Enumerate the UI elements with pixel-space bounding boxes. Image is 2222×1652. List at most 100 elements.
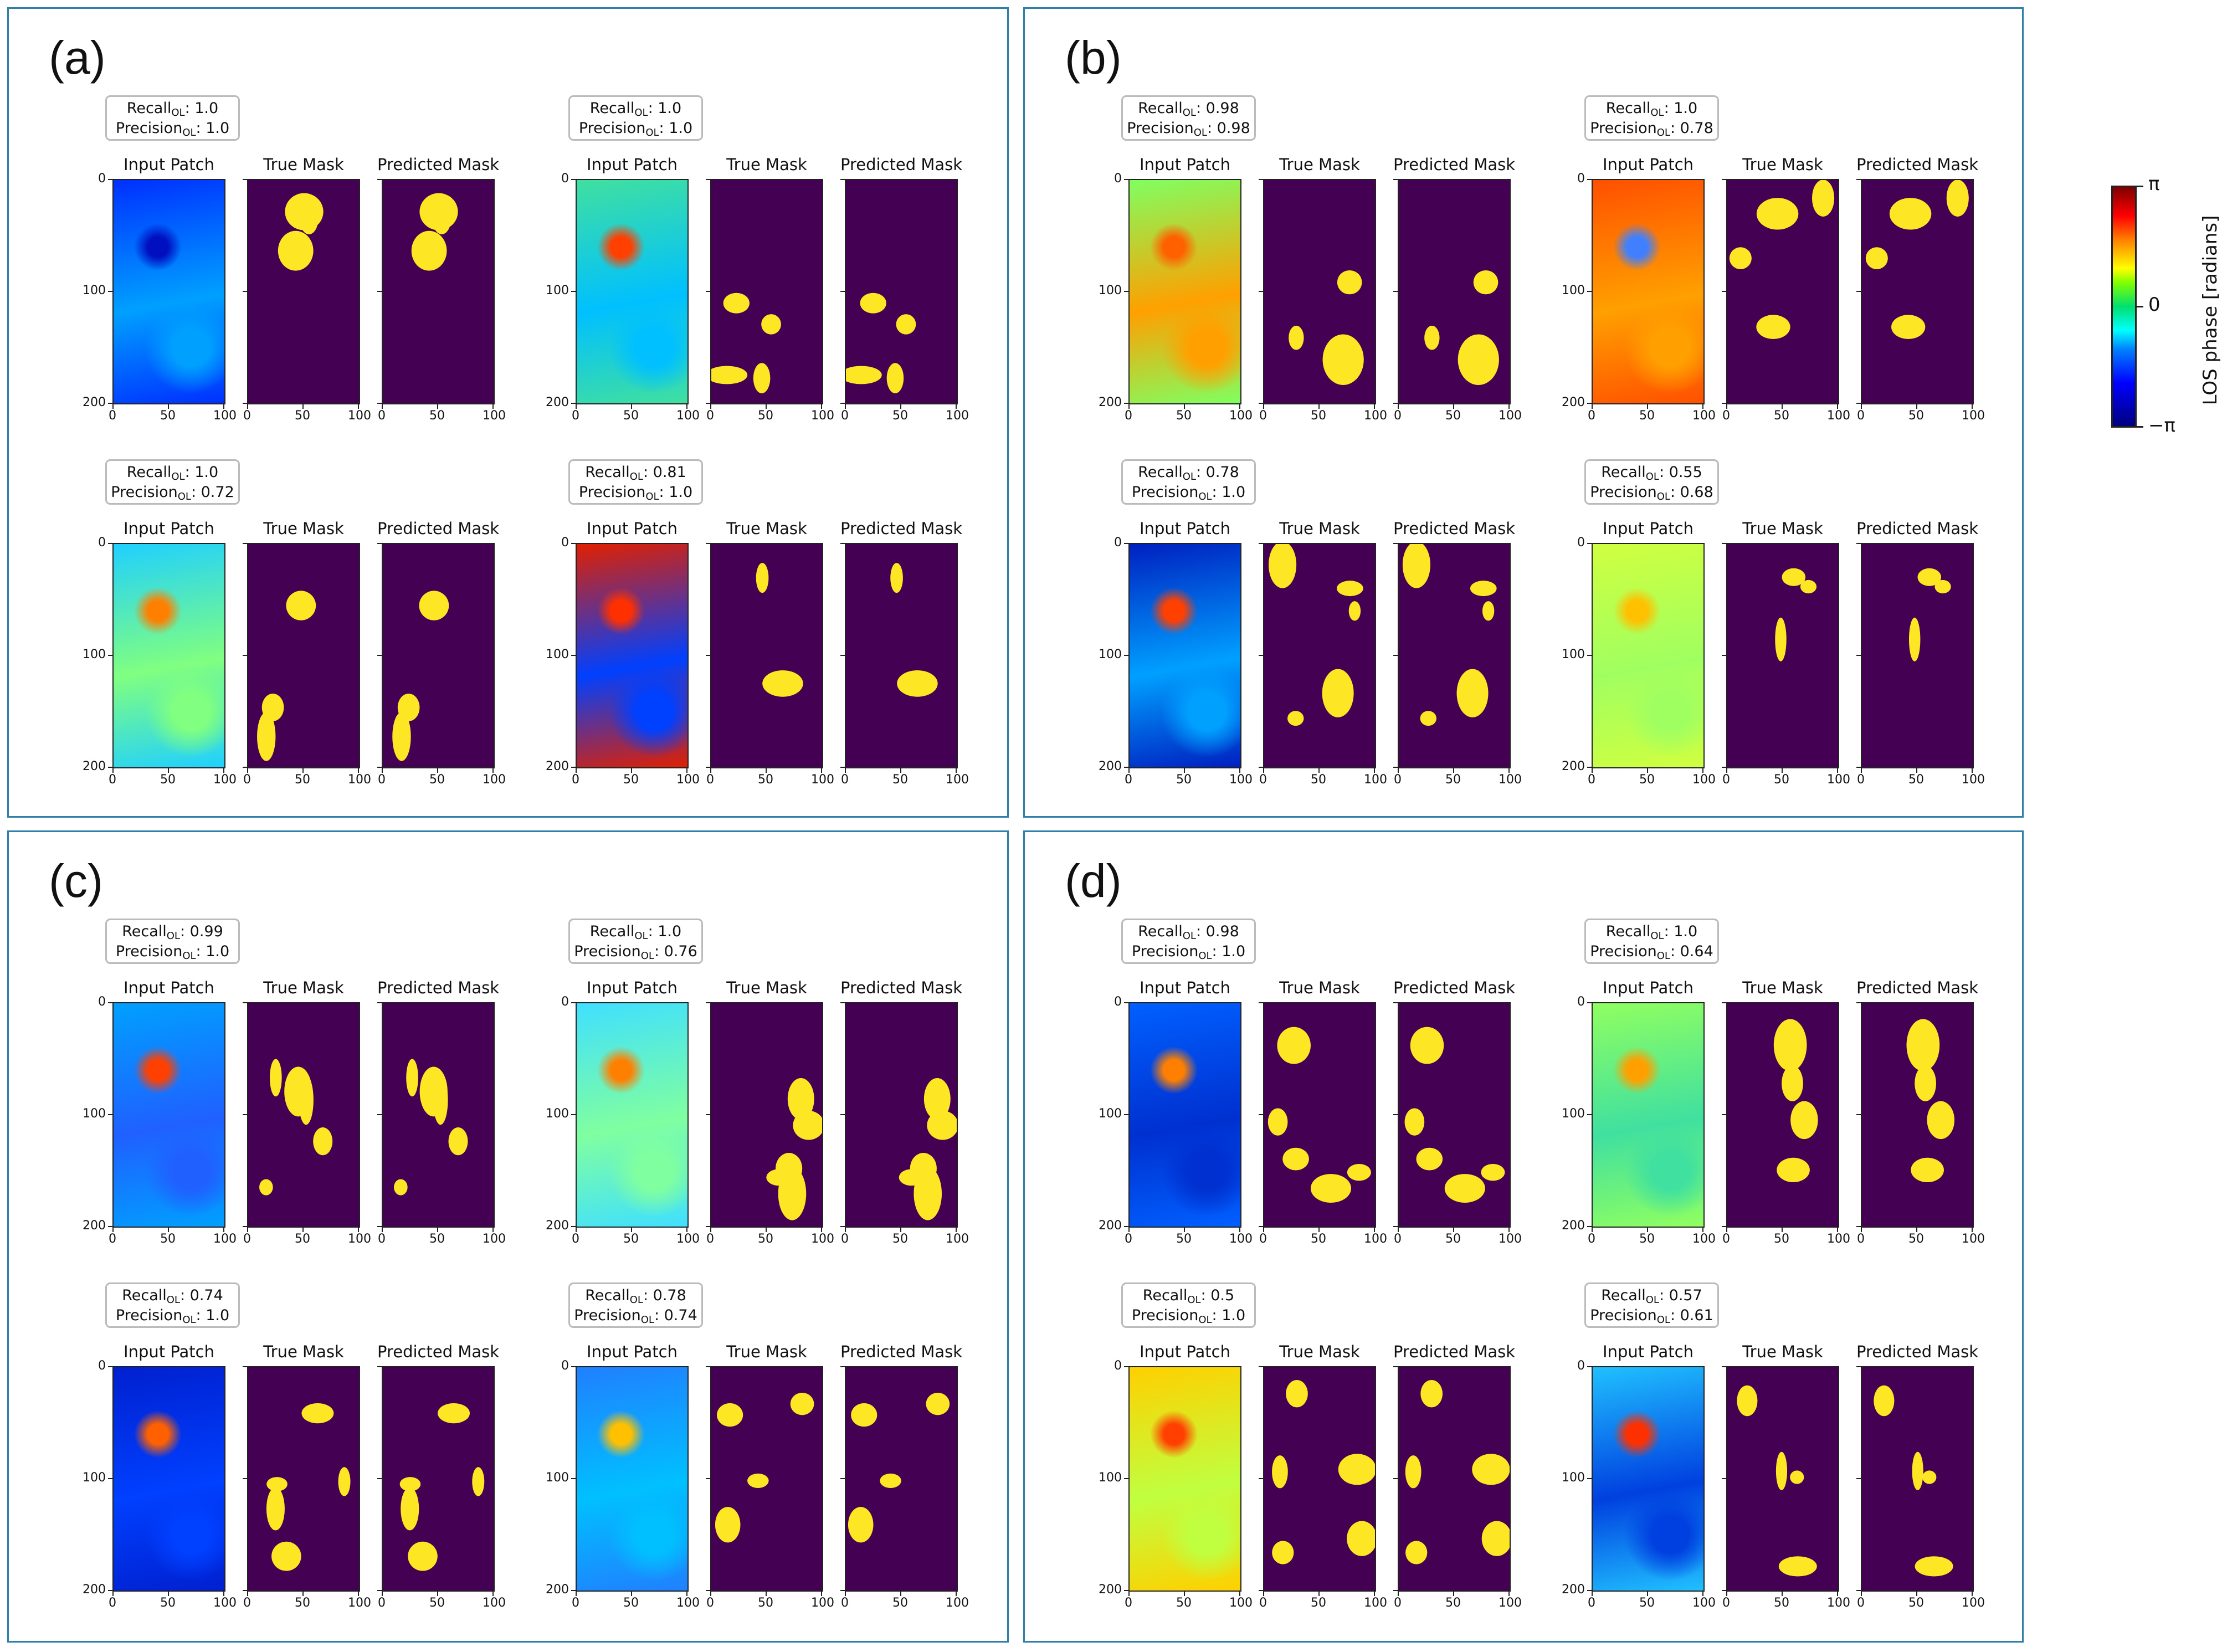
mask-region — [1269, 544, 1297, 588]
x-tick-mark — [1508, 1592, 1510, 1596]
mask-region — [1322, 669, 1354, 717]
x-tick-label: 100 — [811, 773, 834, 787]
x-tick-mark — [845, 768, 846, 773]
y-tick-label: 200 — [83, 1583, 106, 1597]
x-tick-mark — [900, 1228, 901, 1232]
x-tick-label: 100 — [1962, 1232, 1985, 1246]
mask-region — [1347, 1521, 1375, 1556]
y-tick-label: 0 — [98, 536, 106, 550]
y-tick-mark — [1393, 543, 1398, 544]
y-tick-mark — [1124, 1366, 1128, 1367]
mask-region — [1782, 1065, 1803, 1101]
recall-line: RecallOL: 0.5 — [1123, 1286, 1254, 1306]
x-tick-mark — [302, 1228, 304, 1232]
x-tick-label: 0 — [1394, 1232, 1402, 1246]
mask-region — [285, 193, 324, 230]
colon: : — [1670, 484, 1680, 501]
x-tick-mark — [710, 404, 711, 409]
precision-line: PrecisionOL: 1.0 — [107, 1306, 238, 1326]
y-tick-mark — [108, 1226, 112, 1227]
recall-value: 1.0 — [194, 100, 219, 117]
recall-line: RecallOL: 1.0 — [1586, 99, 1717, 119]
x-tick-mark — [1453, 768, 1454, 773]
panel-d: (d) RecallOL: 0.98 PrecisionOL: 1.0 Input P… — [1023, 830, 2024, 1643]
panel-label: (d) — [1065, 855, 1122, 907]
x-tick-mark — [1398, 404, 1399, 409]
y-tick-label: 0 — [1577, 1359, 1585, 1373]
recall-subscript: OL — [1182, 471, 1196, 483]
y-tick-mark — [706, 403, 710, 404]
patch-group: RecallOL: 0.78 PrecisionOL: 1.0 Input Patc… — [1099, 459, 1542, 792]
recall-subscript: OL — [171, 107, 185, 119]
y-tick-mark — [1259, 403, 1263, 404]
x-tick-mark — [247, 404, 248, 409]
x-tick-label: 50 — [623, 773, 639, 787]
y-tick-mark — [1259, 543, 1263, 544]
x-tick-mark — [845, 1592, 846, 1596]
colon: : — [1659, 1287, 1669, 1304]
colorbar-tick-label: π — [2148, 173, 2160, 195]
y-tick-mark — [1722, 403, 1726, 404]
x-tick-mark — [1374, 1592, 1375, 1596]
plot-title-pred: Predicted Mask — [1393, 155, 1516, 174]
y-tick-label: 100 — [1562, 1107, 1585, 1121]
y-tick-mark — [1856, 1002, 1861, 1003]
x-tick-mark — [710, 1228, 711, 1232]
precision-label: Precision — [1590, 1307, 1657, 1324]
x-tick-label: 0 — [378, 1232, 386, 1246]
y-tick-mark — [1124, 655, 1128, 656]
mask-region — [433, 1075, 448, 1125]
x-tick-mark — [1647, 1228, 1648, 1232]
plot-title-pred: Predicted Mask — [377, 1342, 500, 1361]
y-tick-label: 100 — [1099, 1107, 1122, 1121]
x-tick-label: 0 — [572, 409, 579, 423]
x-tick-label: 0 — [841, 1232, 849, 1246]
precision-value: 1.0 — [1222, 1307, 1246, 1324]
precision-value: 0.98 — [1217, 120, 1250, 137]
x-tick-mark — [1837, 404, 1838, 409]
x-tick-label: 100 — [1692, 773, 1716, 787]
x-tick-label: 0 — [378, 409, 386, 423]
plot-title-pred: Predicted Mask — [1856, 519, 1979, 538]
recall-label: Recall — [122, 923, 167, 940]
x-tick-label: 100 — [946, 1232, 969, 1246]
plot-title-true: True Mask — [1279, 978, 1360, 997]
precision-line: PrecisionOL: 1.0 — [107, 119, 238, 138]
plot-title-pred: Predicted Mask — [1393, 1342, 1516, 1361]
true-mask-image — [1726, 1002, 1839, 1228]
mask-region — [1472, 1454, 1510, 1485]
x-tick-label: 100 — [213, 1232, 237, 1246]
precision-line: PrecisionOL: 0.74 — [570, 1306, 701, 1326]
x-tick-label: 100 — [348, 409, 371, 423]
recall-subscript: OL — [1182, 930, 1196, 942]
y-tick-mark — [1722, 179, 1726, 180]
colon: : — [643, 1287, 653, 1304]
x-tick-label: 50 — [295, 1232, 310, 1246]
x-tick-mark — [168, 404, 169, 409]
x-tick-label: 100 — [483, 1596, 506, 1610]
recall-label: Recall — [1605, 923, 1651, 940]
mask-region — [747, 1473, 769, 1488]
mask-region — [1737, 1385, 1758, 1417]
predicted-mask-image — [1861, 179, 1974, 404]
x-tick-mark — [686, 1228, 687, 1232]
input-patch-image — [1592, 543, 1705, 768]
x-tick-label: 50 — [1774, 409, 1789, 423]
recall-label: Recall — [126, 464, 172, 481]
colon: : — [1659, 464, 1669, 481]
y-tick-mark — [840, 543, 845, 544]
x-tick-mark — [437, 1228, 438, 1232]
x-tick-mark — [900, 1592, 901, 1596]
x-tick-label: 100 — [483, 773, 506, 787]
x-tick-label: 100 — [1692, 1596, 1716, 1610]
y-tick-mark — [377, 655, 382, 656]
y-tick-mark — [377, 1002, 382, 1003]
x-tick-mark — [821, 404, 822, 409]
recall-line: RecallOL: 0.55 — [1586, 463, 1717, 483]
x-tick-label: 50 — [892, 773, 908, 787]
input-patch-image — [576, 543, 689, 768]
x-tick-label: 50 — [1445, 1232, 1461, 1246]
input-patch-image — [576, 1002, 689, 1228]
colon: : — [1664, 923, 1674, 940]
y-tick-mark — [706, 179, 710, 180]
